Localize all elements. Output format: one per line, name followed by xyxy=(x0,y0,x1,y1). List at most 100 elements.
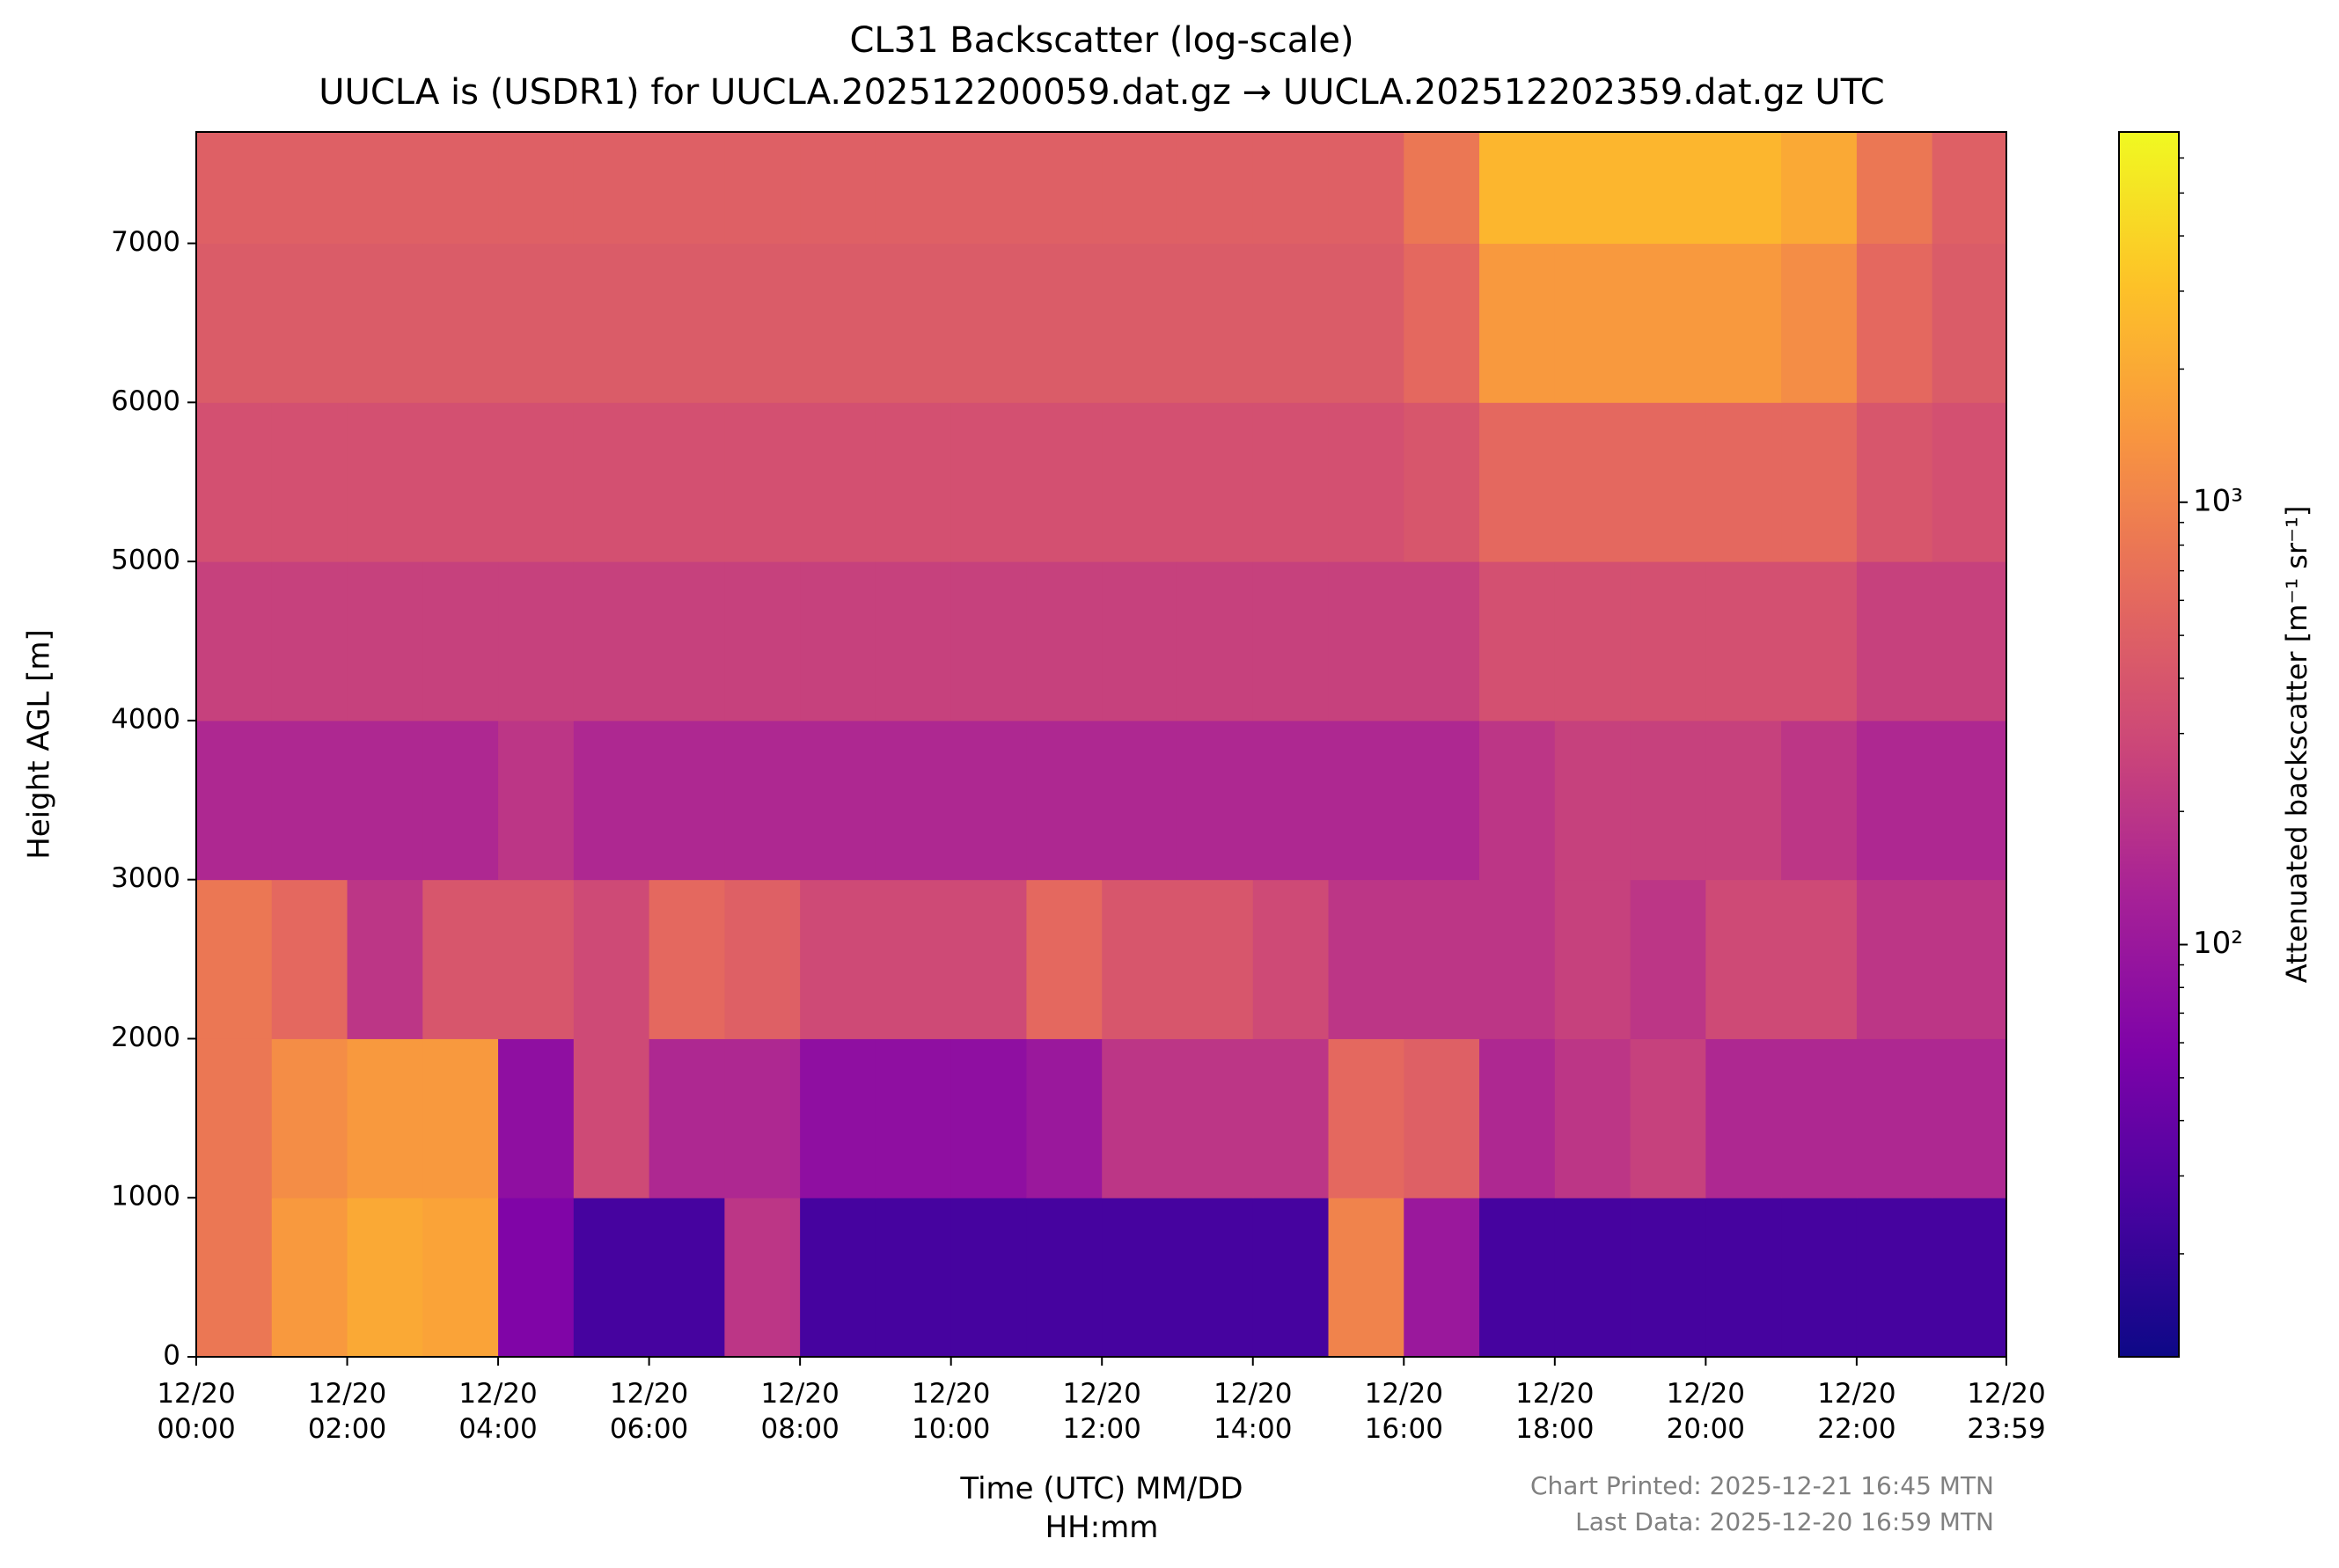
colorbar-label: Attenuated backscatter [m⁻¹ sr⁻¹] xyxy=(2280,506,2313,984)
heatmap-cell xyxy=(1781,1038,1858,1198)
heatmap-cell xyxy=(649,132,725,245)
heatmap-cell xyxy=(1026,132,1103,245)
x-tick-label: 12/20 23:59 xyxy=(1967,1378,2046,1445)
heatmap-cell xyxy=(196,879,273,1039)
y-tick-label: 4000 xyxy=(111,703,180,735)
heatmap-cell xyxy=(875,243,952,403)
heatmap-cell xyxy=(1026,402,1103,562)
heatmap-cell xyxy=(1026,720,1103,881)
heatmap-cell xyxy=(1102,1038,1178,1198)
heatmap-cell xyxy=(800,132,876,245)
heatmap-cell xyxy=(875,1198,952,1358)
heatmap-cell xyxy=(196,720,273,881)
heatmap-cell xyxy=(1554,879,1631,1039)
x-tick-label: 12/20 06:00 xyxy=(609,1378,689,1445)
heatmap-cell xyxy=(498,879,575,1039)
heatmap-cell xyxy=(1026,879,1103,1039)
heatmap-cell xyxy=(498,402,575,562)
heatmap-cell xyxy=(573,243,650,403)
y-axis-label: Height AGL [m] xyxy=(22,629,57,860)
heatmap-cell xyxy=(800,720,876,881)
heatmap-cell xyxy=(1177,561,1254,722)
heatmap-cell xyxy=(1252,243,1330,403)
heatmap-cell xyxy=(1630,561,1706,722)
heatmap-cell xyxy=(498,720,575,881)
heatmap-cell xyxy=(422,1038,499,1198)
heatmap-cell xyxy=(875,879,952,1039)
heatmap-cell xyxy=(800,879,876,1039)
heatmap-cell xyxy=(1026,243,1103,403)
heatmap-cell xyxy=(422,879,499,1039)
heatmap-cell xyxy=(1252,132,1330,245)
x-tick-label: 12/20 16:00 xyxy=(1364,1378,1443,1445)
x-tick-label: 12/20 14:00 xyxy=(1213,1378,1293,1445)
heatmap-cell xyxy=(1404,402,1480,562)
heatmap-cell xyxy=(1554,1038,1631,1198)
heatmap-cell xyxy=(573,1038,650,1198)
heatmap-cell xyxy=(1705,720,1782,881)
y-tick-label: 1000 xyxy=(111,1181,180,1213)
heatmap-cell xyxy=(1328,132,1404,245)
x-tick-label: 12/20 12:00 xyxy=(1062,1378,1141,1445)
heatmap-cell xyxy=(1102,402,1178,562)
heatmap-cell xyxy=(1252,1038,1330,1198)
heatmap-cell xyxy=(422,1198,499,1358)
heatmap-cell xyxy=(1705,561,1782,722)
heatmap-cell xyxy=(1705,879,1782,1039)
heatmap-cell xyxy=(800,1038,876,1198)
heatmap-cell xyxy=(1705,132,1782,245)
heatmap-cell xyxy=(1404,243,1480,403)
heatmap-cell xyxy=(573,402,650,562)
heatmap-cell xyxy=(347,243,423,403)
heatmap-cell xyxy=(950,1198,1027,1358)
heatmap-cell xyxy=(800,1198,876,1358)
chart-subtitle: UUCLA is (USDR1) for UUCLA.202512200059.… xyxy=(319,72,1884,113)
heatmap-cell xyxy=(271,561,348,722)
heatmap-cell xyxy=(1177,243,1254,403)
heatmap-cell xyxy=(1781,879,1858,1039)
heatmap-cell xyxy=(724,243,801,403)
heatmap-cell xyxy=(1705,1038,1782,1198)
footer-printed: Chart Printed: 2025-12-21 16:45 MTN xyxy=(1529,1471,1994,1500)
heatmap-cell xyxy=(1554,243,1631,403)
heatmap-cell xyxy=(724,879,801,1039)
heatmap-cell xyxy=(573,1198,650,1358)
heatmap-cell xyxy=(875,132,952,245)
x-tick-label: 12/20 02:00 xyxy=(307,1378,387,1445)
heatmap-cell xyxy=(422,132,499,245)
heatmap-cell xyxy=(1630,1038,1706,1198)
heatmap-cell xyxy=(1554,1198,1631,1358)
heatmap-cell xyxy=(271,402,348,562)
heatmap-cell xyxy=(271,1038,348,1198)
heatmap-cell xyxy=(422,720,499,881)
heatmap-cell xyxy=(649,243,725,403)
y-tick-label: 7000 xyxy=(111,226,180,258)
heatmap-cell xyxy=(950,243,1027,403)
heatmap-cell xyxy=(1177,1038,1254,1198)
heatmap-cell xyxy=(1705,1198,1782,1358)
heatmap-cell xyxy=(347,402,423,562)
heatmap-cell xyxy=(1856,1198,1933,1358)
heatmap-cell xyxy=(1252,402,1330,562)
heatmap-cell xyxy=(1252,1198,1330,1358)
heatmap-cell xyxy=(1630,1198,1706,1358)
heatmap-cell xyxy=(196,402,273,562)
heatmap-cell xyxy=(1479,1198,1556,1358)
heatmap-cell xyxy=(1630,402,1706,562)
heatmap-cell xyxy=(1781,1198,1858,1358)
heatmap-cell xyxy=(724,1038,801,1198)
heatmap-cell xyxy=(1404,1198,1480,1358)
heatmap-cell xyxy=(1404,132,1480,245)
heatmap-cell xyxy=(649,402,725,562)
heatmap-cell xyxy=(347,132,423,245)
y-tick-label: 3000 xyxy=(111,862,180,894)
heatmap-cell xyxy=(1932,879,2007,1039)
heatmap-cell xyxy=(1781,402,1858,562)
heatmap-cell xyxy=(1554,720,1631,881)
heatmap-cell xyxy=(1252,720,1330,881)
heatmap-cell xyxy=(1102,1198,1178,1358)
heatmap-cell xyxy=(800,243,876,403)
heatmap-cell xyxy=(1630,243,1706,403)
heatmap-cell xyxy=(498,1038,575,1198)
